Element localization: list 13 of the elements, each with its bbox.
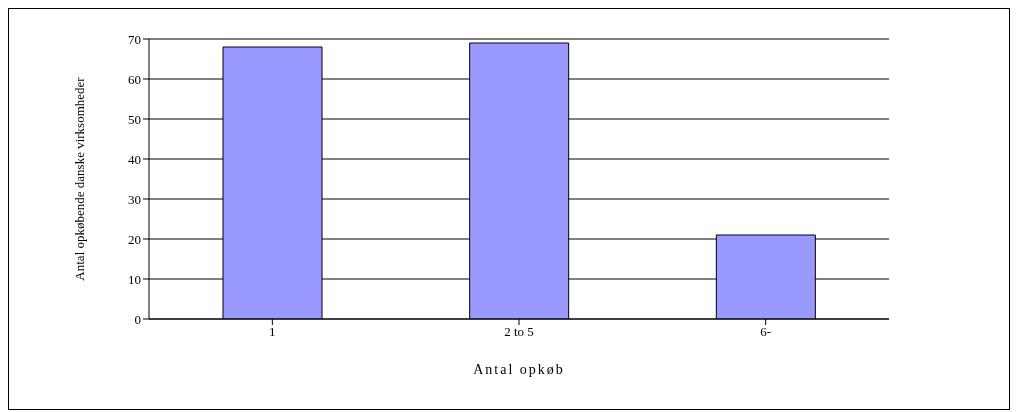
x-tick-label: 1	[269, 324, 276, 340]
y-tick-label: 0	[134, 311, 141, 327]
y-tick-label: 60	[128, 71, 141, 87]
y-tick-label: 30	[128, 191, 141, 207]
y-tick-label: 50	[128, 111, 141, 127]
y-axis-title: Antal opkøbende danske virksomheder	[71, 76, 87, 281]
x-axis-title: Antal opkøb	[473, 362, 565, 377]
y-tick-label: 20	[128, 231, 141, 247]
y-tick-label: 70	[128, 31, 141, 47]
x-tick-label: 2 to 5	[504, 324, 534, 340]
y-tick-label: 40	[128, 151, 141, 167]
x-tick-label: 6-	[760, 324, 772, 340]
y-tick-label: 10	[128, 271, 141, 287]
